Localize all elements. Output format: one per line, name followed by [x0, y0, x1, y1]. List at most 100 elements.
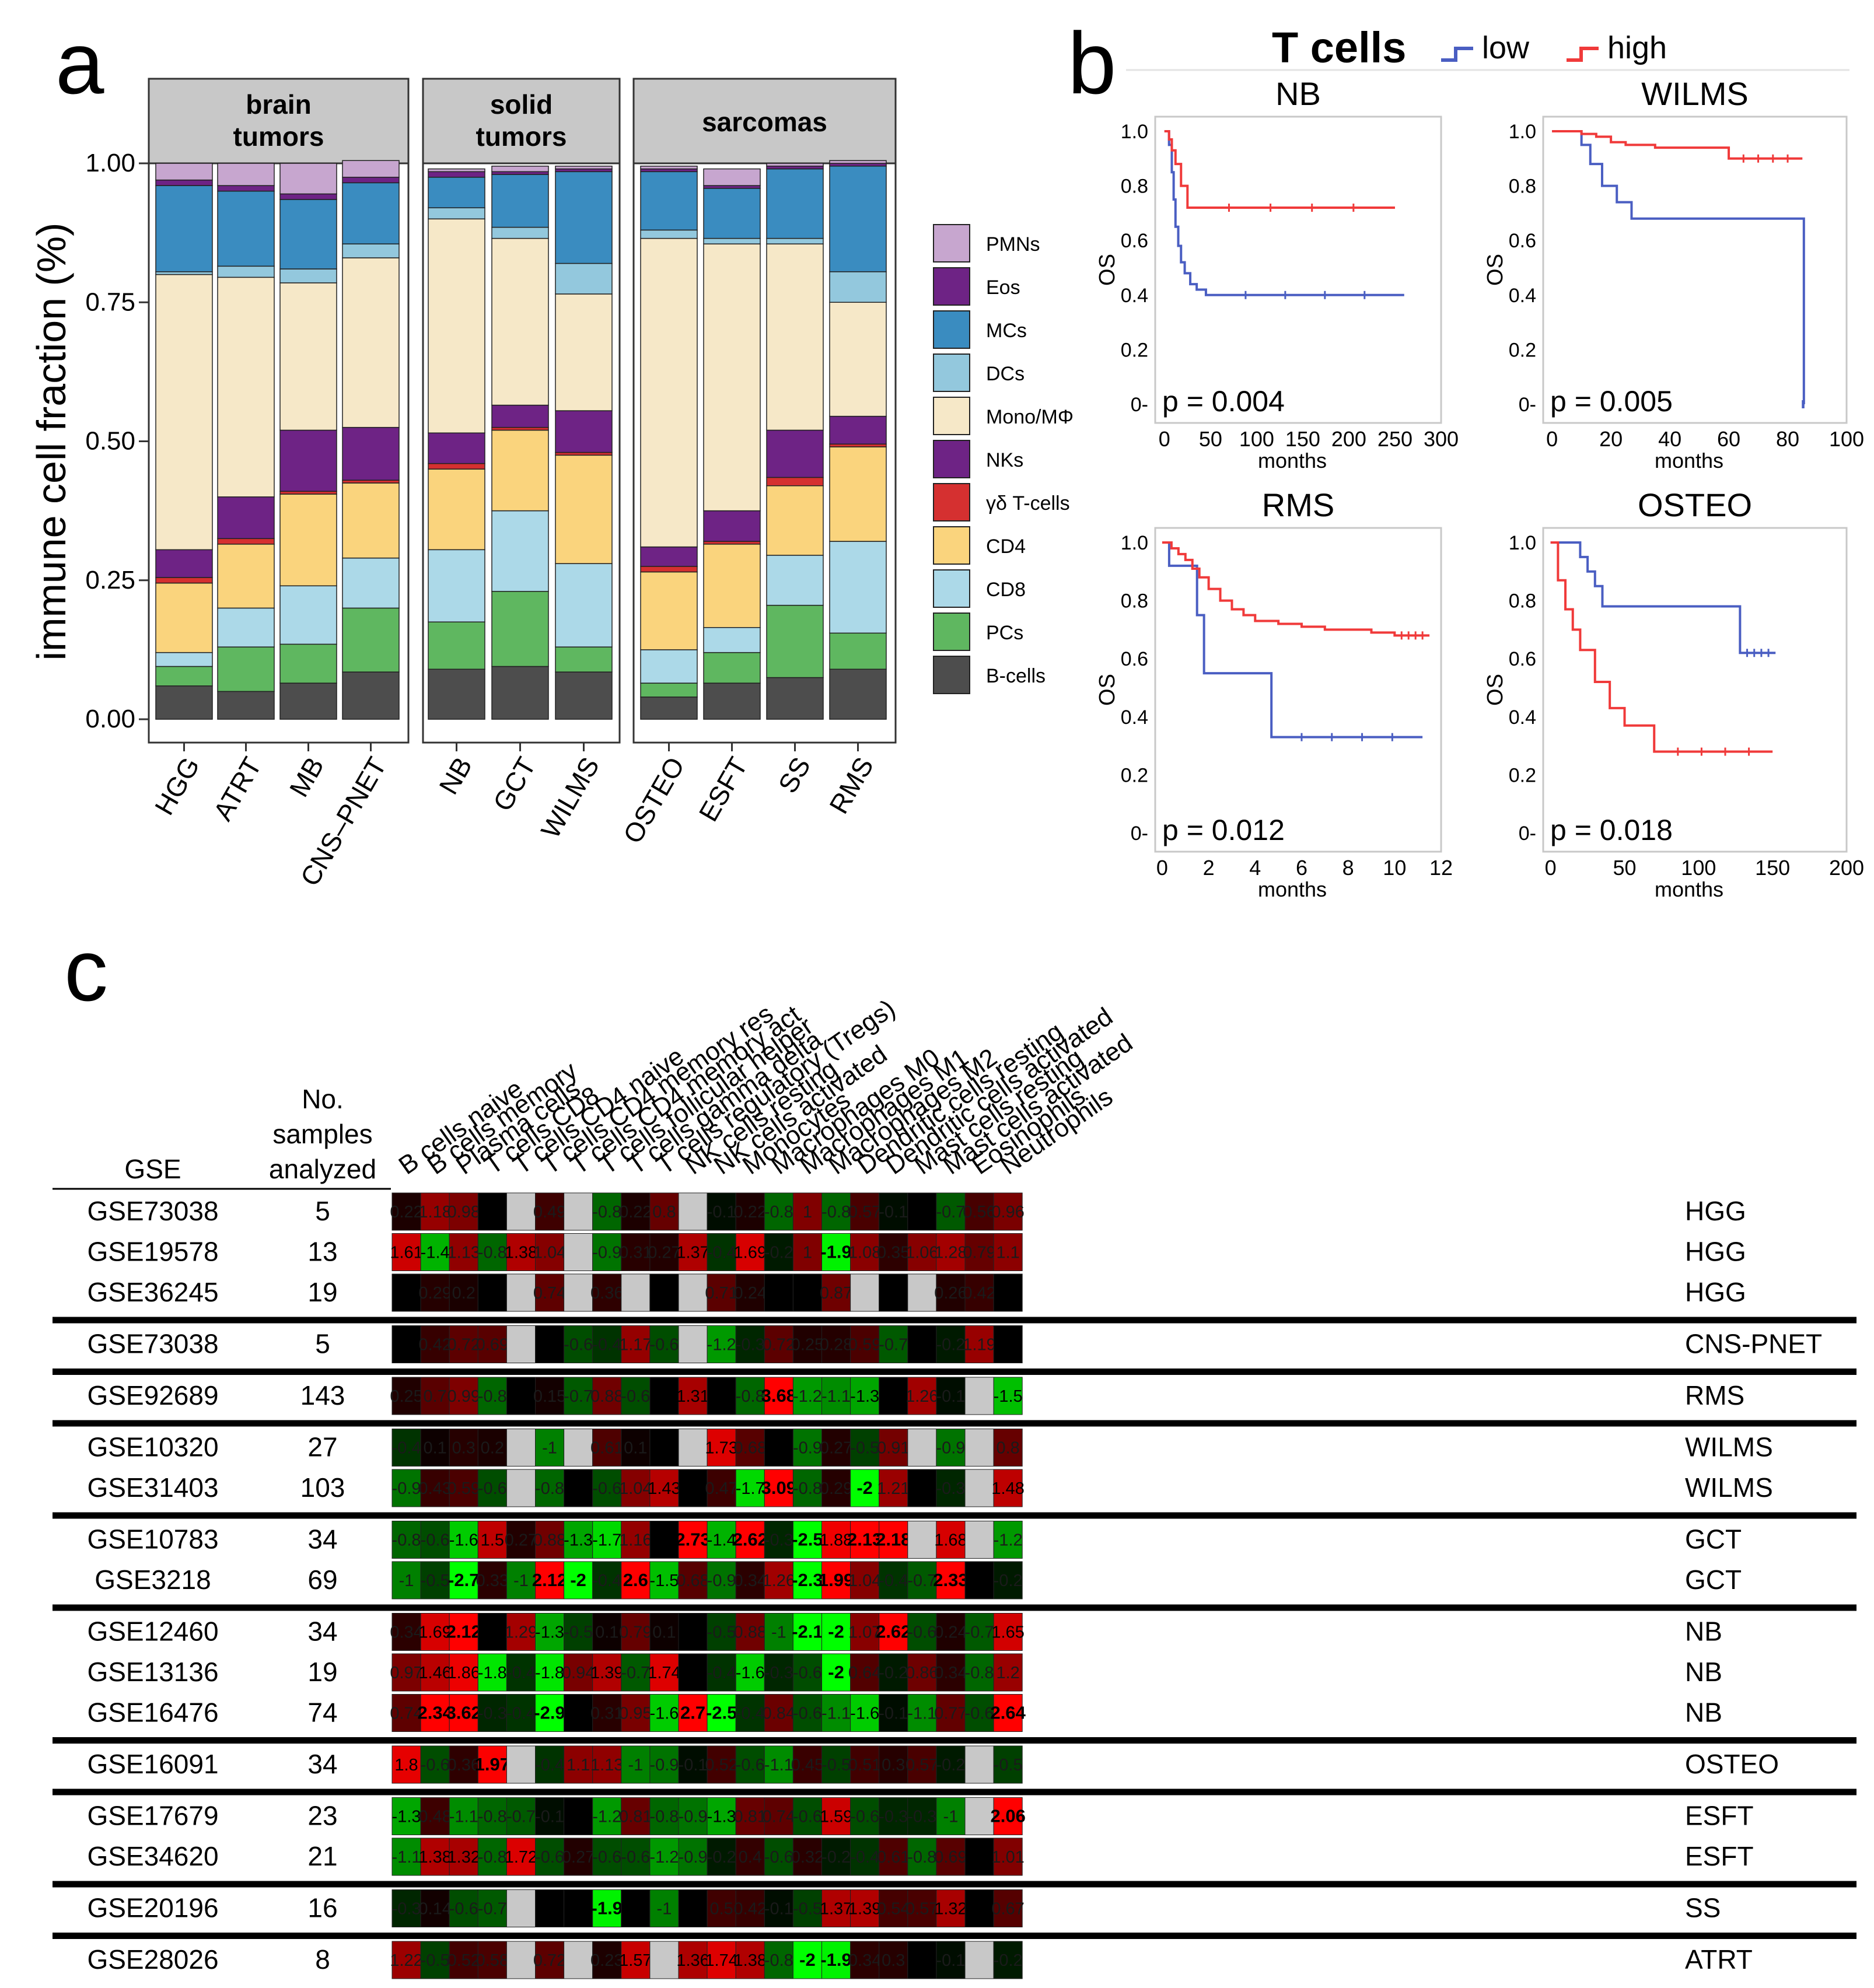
heatmap-cell	[792, 1233, 823, 1271]
heatmap-cell-value: 1.43	[648, 1479, 680, 1498]
bar-segment-mono-m	[555, 293, 613, 411]
heatmap-cell	[764, 1469, 793, 1507]
y-tick-label: 0.75	[85, 288, 135, 316]
heatmap-cell	[821, 1233, 851, 1271]
legend-label: CD8	[986, 579, 1026, 601]
y-tick-label: 1.0	[1509, 121, 1536, 143]
heatmap-cell	[506, 1653, 536, 1692]
heatmap-cell-value: -0.6	[965, 1704, 994, 1723]
heatmap-cell	[420, 1469, 450, 1507]
heatmap-cell	[907, 1521, 937, 1559]
heatmap-cell-value: 2.73	[675, 1530, 710, 1550]
x-tick-label: OSTEO	[617, 752, 691, 848]
km-plot-area	[1542, 527, 1848, 853]
heatmap-cell-value: -0.2	[994, 1951, 1023, 1970]
heatmap-cell-value: 0.81	[734, 1808, 767, 1826]
heatmap-cell	[936, 1273, 966, 1312]
heatmap-cell	[993, 1233, 1023, 1271]
heatmap-cell	[535, 1521, 565, 1559]
heatmap-cell-value: -2	[856, 1478, 873, 1498]
heatmap-cell	[792, 1694, 823, 1732]
heatmap-cell	[936, 1694, 966, 1732]
heatmap-cell-value: 0.28	[820, 1336, 852, 1354]
heatmap-cell-value: 2.12	[532, 1570, 567, 1590]
heatmap-cell-value: 1.28	[934, 1244, 967, 1262]
heatmap-cell	[907, 1469, 937, 1507]
heatmap-cell-value: 0.7	[423, 1387, 446, 1406]
bar-segment-eos	[342, 177, 400, 184]
heatmap-cell	[420, 1745, 450, 1784]
row-tumor-label: GCT	[1685, 1564, 1742, 1595]
heatmap-cell-value: -1.9	[592, 1898, 623, 1919]
heatmap-cell	[535, 1745, 565, 1784]
heatmap-cell	[792, 1838, 823, 1876]
heatmap-cell-value: -0.1	[535, 1808, 564, 1826]
legend-label: MCs	[986, 320, 1027, 342]
heatmap-cell-value: -0.1	[764, 1900, 793, 1919]
heatmap-cell	[564, 1429, 593, 1466]
heatmap-cell-value: 1.37	[676, 1244, 709, 1262]
x-tick-label: 0	[1546, 427, 1558, 451]
heatmap-cell-value: 0.72	[447, 1336, 480, 1354]
heatmap-cell	[879, 1469, 908, 1507]
heatmap-cell	[649, 1429, 679, 1466]
y-tick-label: 0.8	[1121, 590, 1148, 612]
heatmap-cell-value: -0.1	[936, 1387, 965, 1406]
heatmap-cell	[420, 1233, 450, 1271]
heatmap-cell	[477, 1745, 507, 1784]
heatmap-cell	[564, 1838, 593, 1876]
facet-strip	[422, 78, 621, 164]
y-axis-label: immune cell fraction (%)	[29, 223, 74, 661]
heatmap-cell	[850, 1233, 880, 1271]
bar-segment-b-cells	[428, 668, 485, 720]
heatmap-cell-value: 0.57	[848, 1203, 881, 1222]
x-tick-label: 250	[1377, 427, 1413, 451]
km-p-value: p = 0.012	[1162, 814, 1285, 846]
heatmap-cell-value: -1.2	[592, 1808, 621, 1826]
heatmap-cell-value: 0.51	[848, 1756, 881, 1774]
heatmap-cell	[477, 1889, 507, 1927]
bar-segment-dcs	[491, 226, 549, 239]
legend-label: γδ T-cells	[986, 492, 1070, 514]
heatmap-cell-value: 2.7	[680, 1703, 705, 1723]
heatmap-cell-value: -1	[542, 1439, 557, 1458]
heatmap-cell-value: -0.1	[707, 1203, 736, 1222]
bar-segment-mcs	[279, 199, 337, 270]
heatmap-cell	[735, 1797, 765, 1835]
heatmap-cell-value: 0.59	[848, 1336, 881, 1354]
heatmap-cell	[678, 1745, 708, 1784]
bar-segment-mcs	[342, 182, 400, 244]
heatmap-cell	[879, 1889, 908, 1927]
heatmap-cell	[420, 1521, 450, 1559]
heatmap-cell-value: -0.6	[421, 1531, 450, 1550]
heatmap-cell	[879, 1192, 908, 1231]
facet-label: tumors	[233, 121, 324, 152]
heatmap-cell-value: 0.61	[590, 1439, 623, 1458]
heatmap-cell-value: -0.4	[592, 1336, 621, 1354]
bar-segment-pcs	[342, 607, 400, 673]
bar-segment-cd8	[217, 607, 275, 648]
heatmap-cell	[821, 1941, 851, 1979]
heatmap-cell	[506, 1889, 536, 1927]
y-axis-label: OS	[1095, 254, 1120, 286]
heatmap-cell	[735, 1469, 765, 1507]
heatmap-cell	[821, 1377, 851, 1415]
x-tick-label: 100	[1681, 856, 1716, 880]
bar-segment-cd8	[703, 627, 761, 653]
heatmap-cell	[707, 1521, 736, 1559]
heatmap-cell-value: 1.08	[848, 1244, 881, 1262]
heatmap-cell-value: 1.04	[619, 1479, 652, 1498]
bar-segment-mcs	[428, 177, 485, 208]
y-tick-label: 0.6	[1121, 648, 1148, 670]
heatmap-cell	[850, 1325, 880, 1363]
column-header-samples: No.	[302, 1084, 344, 1114]
heatmap-cell	[707, 1613, 736, 1651]
heatmap-cell	[477, 1694, 507, 1732]
heatmap-cell	[964, 1653, 994, 1692]
heatmap-cell	[592, 1797, 622, 1835]
legend-swatch-pcs	[933, 612, 970, 651]
heatmap-cell-value: 2.34	[417, 1703, 453, 1723]
heatmap-cell	[621, 1469, 651, 1507]
heatmap-cell	[449, 1797, 478, 1835]
bar-segment-cd4	[829, 446, 887, 542]
